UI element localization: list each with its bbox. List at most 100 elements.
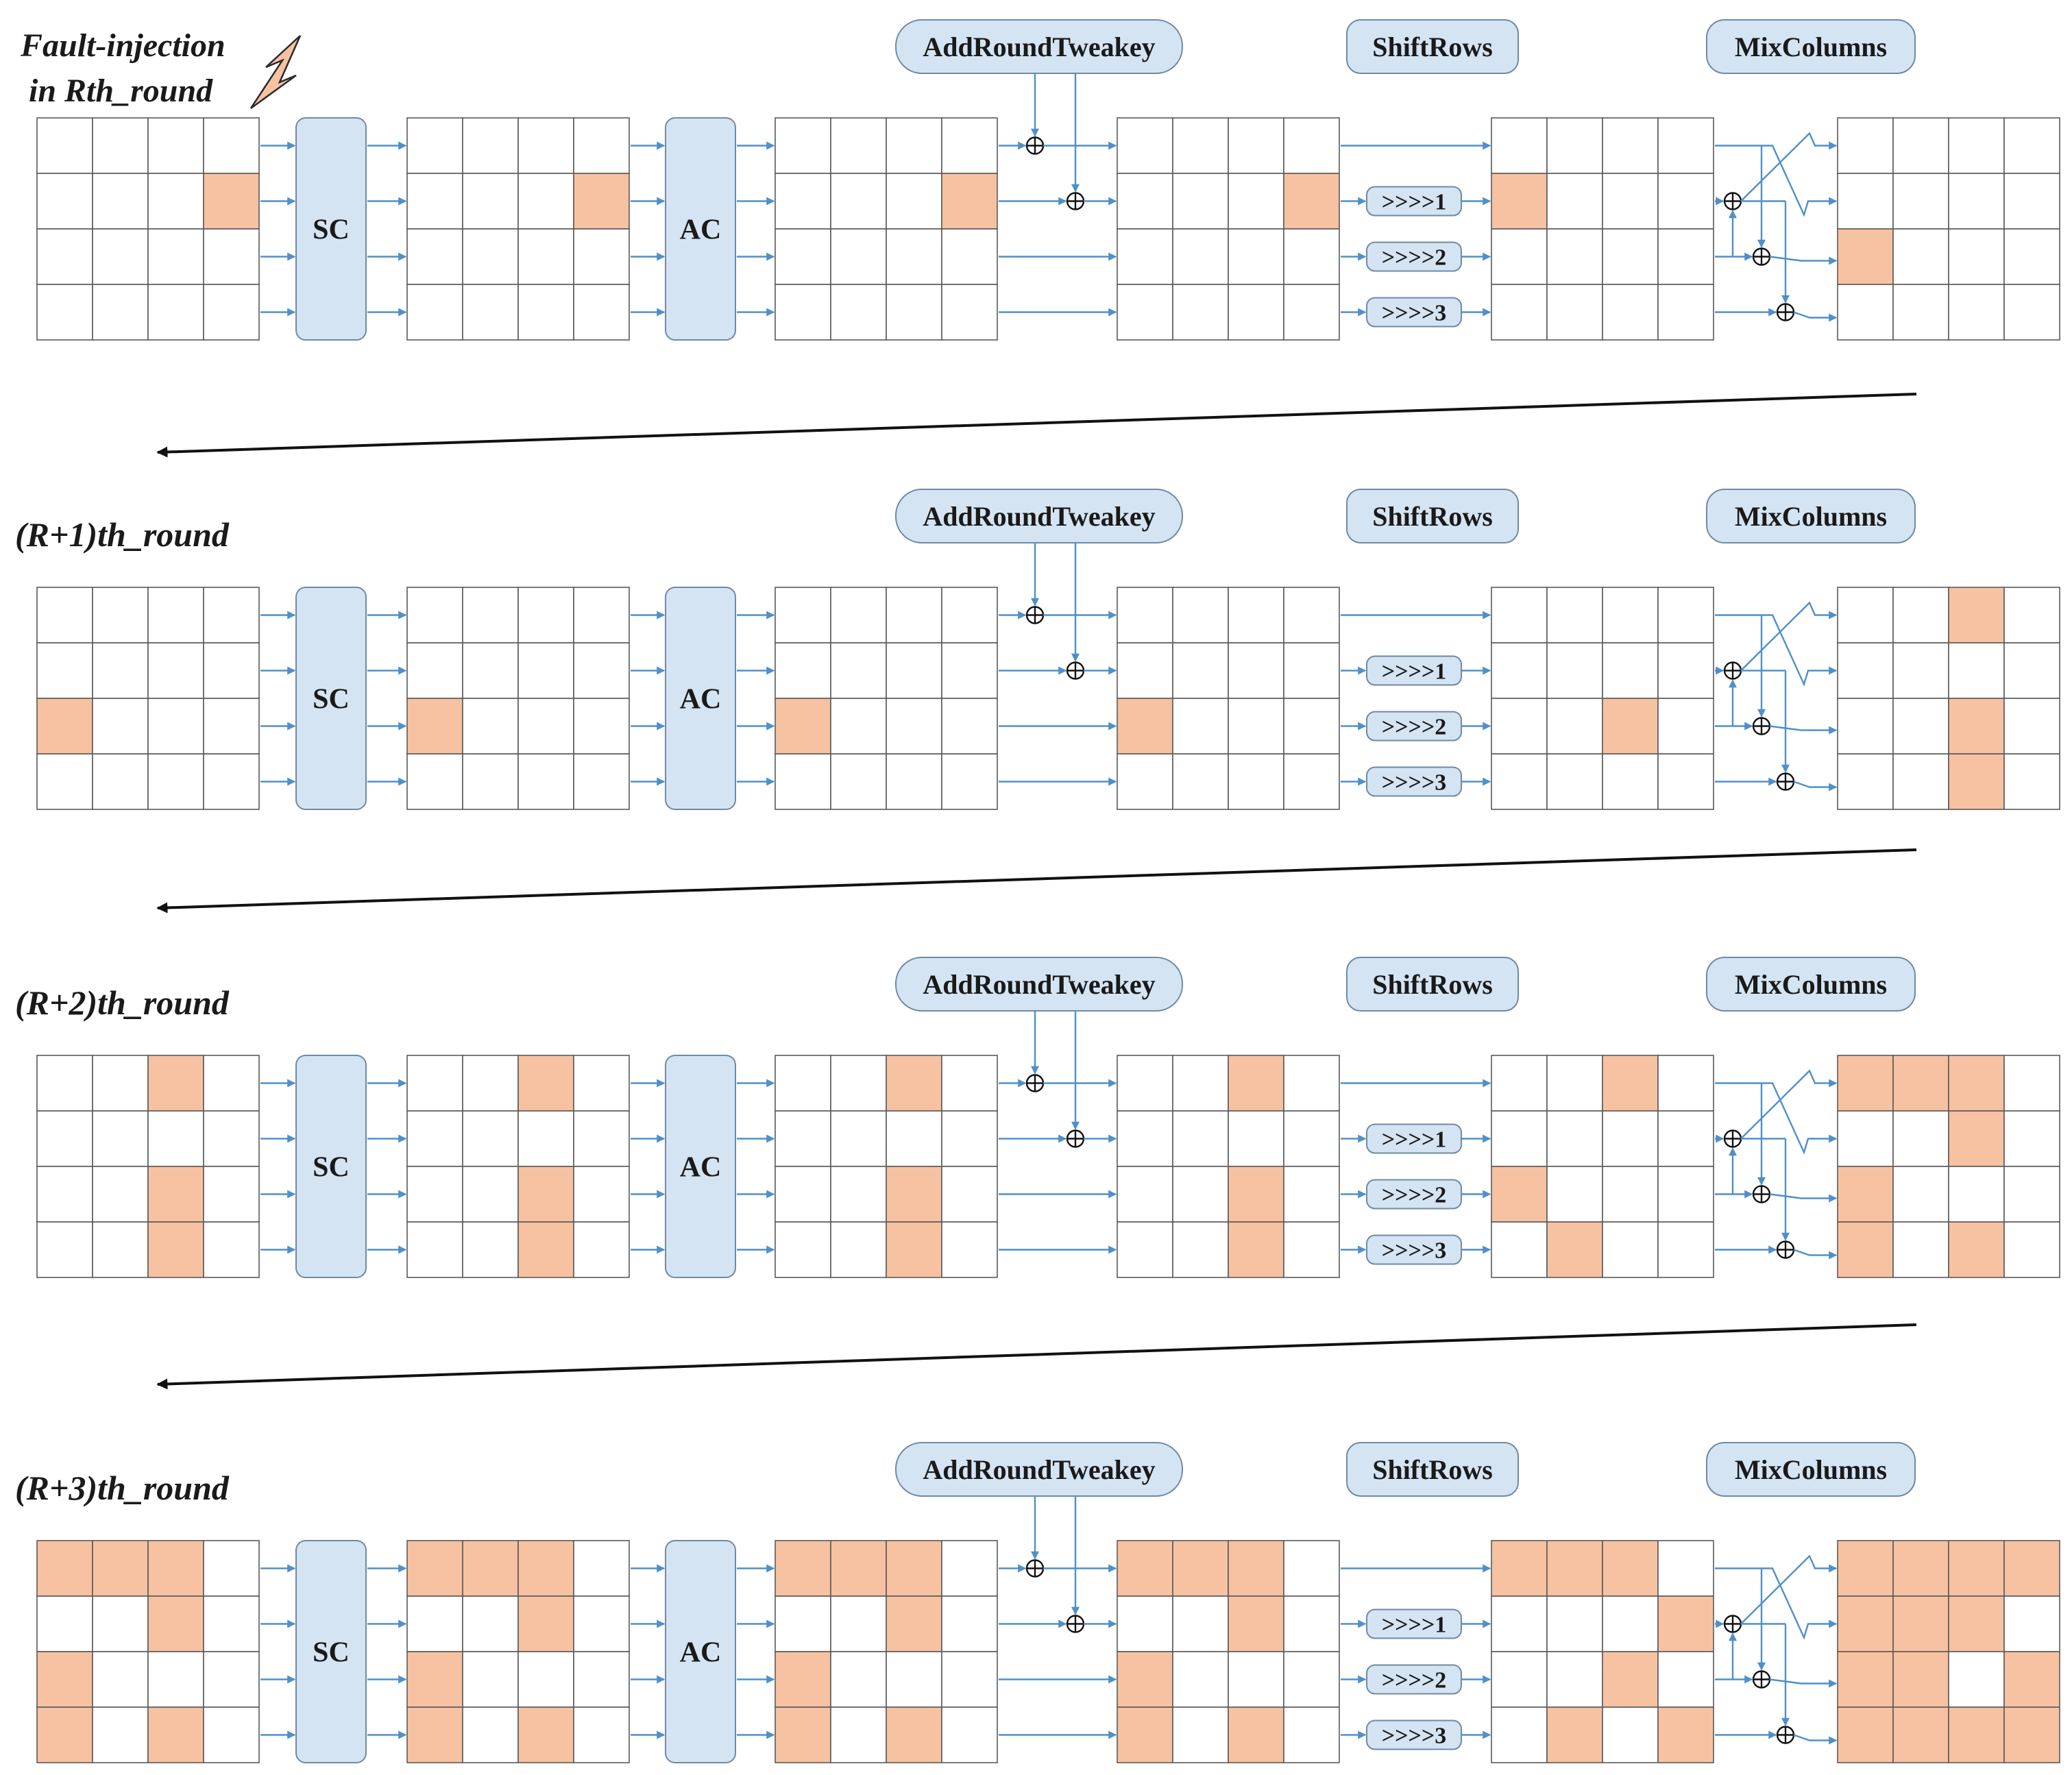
fault-cell <box>1948 1540 2005 1597</box>
state-cell <box>1491 698 1548 755</box>
state-cell <box>147 228 204 285</box>
fault-cell <box>573 173 630 230</box>
state-cell <box>941 228 998 285</box>
state-cell <box>462 117 519 174</box>
state-cell <box>1228 698 1284 755</box>
shift-rows-label: ShiftRows <box>1372 501 1493 532</box>
flow-arrow <box>1740 132 1838 202</box>
add-round-tweakey-label: AddRoundTweakey <box>923 969 1155 1000</box>
fault-cell <box>36 1540 93 1597</box>
state-cell <box>1172 1110 1229 1167</box>
fault-cell <box>517 1706 574 1763</box>
state-cell <box>1948 228 2005 285</box>
state-cell <box>1892 173 1949 230</box>
add-round-tweakey-box: AddRoundTweakey <box>895 489 1183 543</box>
state-cell <box>1602 587 1659 644</box>
state-cell <box>1228 1110 1284 1167</box>
state-cell <box>1172 587 1229 644</box>
state-cell <box>886 173 942 230</box>
state-cell <box>775 1595 831 1652</box>
state-cell <box>517 1651 574 1708</box>
state-cell <box>92 1651 149 1708</box>
state-cell <box>1657 753 1714 810</box>
fault-cell <box>886 1055 942 1112</box>
fault-cell <box>2003 1706 2060 1763</box>
state-cell <box>573 698 630 755</box>
state-grid-5 <box>1837 1540 2060 1763</box>
state-grid-3 <box>1117 1540 1340 1763</box>
sc-label: SC <box>313 1152 350 1184</box>
state-cell <box>203 1651 260 1708</box>
state-cell <box>1228 173 1284 230</box>
xor-icon <box>1025 1074 1045 1092</box>
fault-cell <box>1491 1540 1548 1597</box>
state-cell <box>92 698 149 755</box>
state-cell <box>1657 642 1714 699</box>
state-cell <box>203 753 260 810</box>
xor-icon <box>1776 303 1795 321</box>
state-cell <box>1948 1166 2005 1223</box>
state-cell <box>1117 117 1173 174</box>
state-cell <box>941 1540 998 1597</box>
state-grid-2 <box>775 1540 998 1763</box>
state-cell <box>1283 1595 1340 1652</box>
mix-columns-box: MixColumns <box>1706 1442 1916 1497</box>
fault-round-label: in Rth_round <box>29 73 213 109</box>
xor-icon <box>1025 136 1045 155</box>
state-grid-4 <box>1491 1540 1714 1763</box>
state-cell <box>830 587 887 644</box>
state-cell <box>1491 117 1548 174</box>
fault-cell <box>203 173 260 230</box>
state-cell <box>1837 117 1894 174</box>
state-cell <box>1491 1221 1548 1278</box>
shift-rows-label: ShiftRows <box>1372 969 1493 1000</box>
state-grid-5 <box>1837 117 2060 341</box>
mix-columns-label: MixColumns <box>1735 969 1887 1000</box>
state-cell <box>1491 1110 1548 1167</box>
state-cell <box>941 1055 998 1112</box>
ac-label: AC <box>680 684 722 715</box>
xor-icon <box>1723 1615 1742 1633</box>
state-grid-4 <box>1491 117 1714 341</box>
state-cell <box>1546 587 1603 644</box>
xor-icon <box>1752 717 1771 735</box>
state-cell <box>830 753 887 810</box>
state-grid-1 <box>406 1055 630 1278</box>
xor-icon <box>1776 1240 1795 1259</box>
state-cell <box>830 284 887 341</box>
state-grid-3 <box>1117 117 1340 341</box>
fault-cell <box>1283 173 1340 230</box>
state-cell <box>1602 1110 1659 1167</box>
fault-cell <box>1837 1221 1894 1278</box>
state-cell <box>1546 642 1603 699</box>
state-cell <box>147 698 204 755</box>
sc-box: SC <box>295 117 367 341</box>
fault-cell <box>1117 1706 1173 1763</box>
state-grid-0 <box>36 587 260 810</box>
state-cell <box>517 642 574 699</box>
state-cell <box>1657 173 1714 230</box>
state-cell <box>1283 1706 1340 1763</box>
state-cell <box>775 284 831 341</box>
state-cell <box>886 642 942 699</box>
state-cell <box>830 1706 887 1763</box>
state-cell <box>92 642 149 699</box>
state-cell <box>2003 753 2060 810</box>
fault-cell <box>406 1540 463 1597</box>
state-cell <box>1172 1166 1229 1223</box>
state-cell <box>203 1706 260 1763</box>
state-cell <box>1837 284 1894 341</box>
state-cell <box>775 228 831 285</box>
state-cell <box>203 1595 260 1652</box>
state-grid-0 <box>36 117 260 341</box>
state-cell <box>886 1110 942 1167</box>
state-cell <box>1602 284 1659 341</box>
state-cell <box>1948 173 2005 230</box>
state-cell <box>1117 642 1173 699</box>
state-cell <box>2003 284 2060 341</box>
state-cell <box>1283 284 1340 341</box>
fault-cell <box>775 1651 831 1708</box>
shift-2-label: >>>>2 <box>1382 714 1447 739</box>
mix-columns-box: MixColumns <box>1706 957 1916 1012</box>
state-cell <box>203 587 260 644</box>
